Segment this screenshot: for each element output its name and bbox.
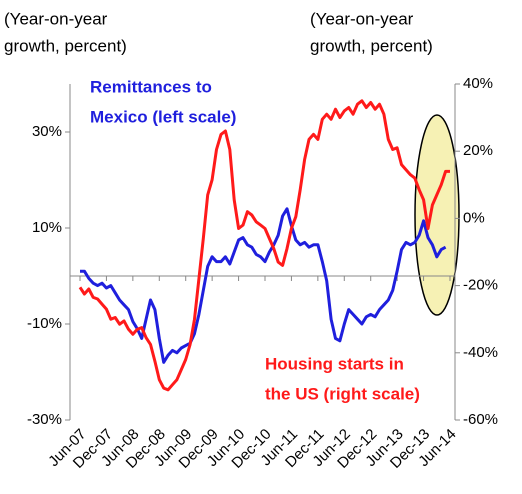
y-tick-label: -10% [27,315,62,332]
y-tick-label: -30% [27,411,62,428]
left-axis-label: (Year-on-year [4,9,108,28]
annotation: the US (right scale) [265,384,420,403]
y2-tick-label: -60% [463,411,498,428]
highlight [414,114,460,316]
annotation: Remittances to [90,77,212,96]
annotation: Housing starts in [265,354,404,373]
left-axis-label: growth, percent) [4,36,127,55]
y2-tick-label: 20% [463,142,493,159]
right-axis-label: (Year-on-year [310,9,414,28]
y2-tick-label: -20% [463,277,498,294]
right-axis-label: growth, percent) [310,36,433,55]
y2-tick-label: 40% [463,75,493,92]
series-line [78,99,450,392]
annotation: Mexico (left scale) [90,107,236,126]
y-tick-label: 10% [32,219,62,236]
y2-tick-label: 0% [463,209,485,226]
y-tick-label: 30% [32,123,62,140]
series-line [80,207,447,364]
y2-tick-label: -40% [463,344,498,361]
